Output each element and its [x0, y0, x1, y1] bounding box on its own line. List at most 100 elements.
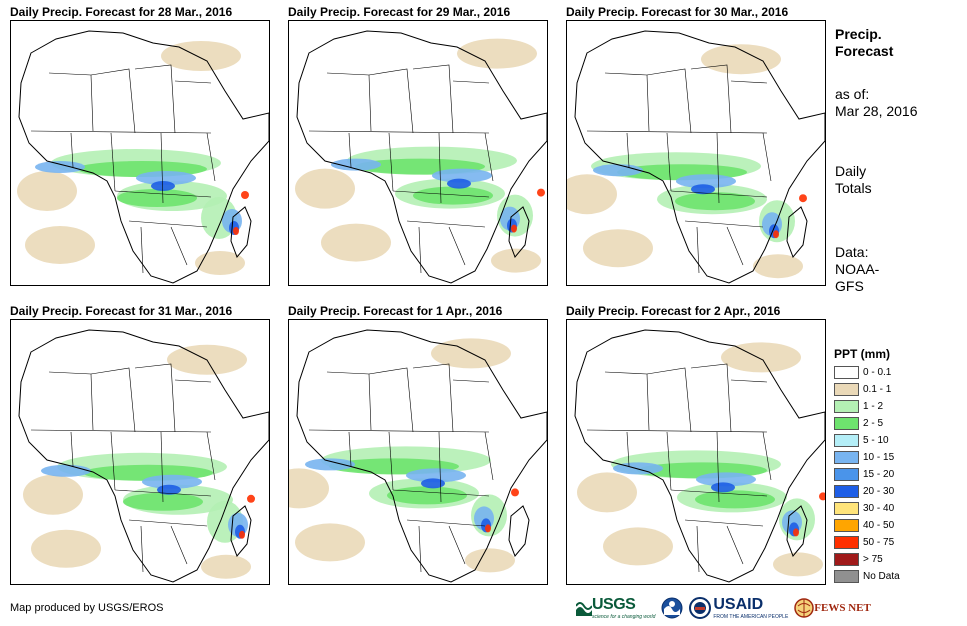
country-border: [140, 525, 144, 573]
totals-line-1: Daily: [835, 163, 867, 179]
precip-area: [491, 248, 541, 273]
precip-area: [773, 552, 823, 577]
legend-title: PPT (mm): [834, 347, 891, 361]
country-border: [626, 132, 630, 168]
usaid-tagline: FROM THE AMERICAN PEOPLE: [713, 614, 789, 620]
country-border: [448, 226, 466, 266]
country-border: [452, 379, 490, 383]
country-border: [128, 519, 208, 527]
country-border: [174, 379, 212, 383]
usgs-logo: USGS science for a changing world: [576, 596, 655, 620]
legend-swatch: [834, 400, 859, 413]
country-border: [684, 519, 764, 527]
country-border: [604, 371, 650, 431]
country-border: [134, 64, 176, 134]
madagascar-coastline: [786, 206, 808, 258]
country-border: [626, 431, 630, 467]
legend-item: 2 - 5: [834, 415, 934, 432]
africa-coastline: [296, 329, 547, 583]
country-border: [762, 431, 772, 481]
precip-area: [721, 342, 801, 373]
precip-area: [387, 486, 467, 505]
country-border: [418, 226, 422, 274]
legend-swatch: [834, 536, 859, 549]
forecast-panel-mar-28: Daily Precip. Forecast for 28 Mar., 2016: [10, 4, 270, 286]
sidebar-title: Precip. Forecast: [835, 26, 893, 60]
legend-swatch: [834, 570, 859, 583]
country-border: [70, 132, 74, 168]
country-border: [452, 80, 490, 84]
country-border: [448, 525, 466, 565]
precip-area: [676, 174, 736, 189]
precip-area: [753, 254, 803, 279]
country-border: [684, 220, 764, 228]
country-border: [30, 429, 212, 433]
country-border: [160, 132, 164, 204]
country-border: [666, 132, 672, 192]
country-border: [70, 431, 74, 467]
country-border: [730, 379, 768, 383]
country-border: [174, 80, 212, 84]
country-border: [484, 132, 494, 182]
precip-area: [23, 474, 83, 515]
country-border: [128, 220, 208, 228]
precip-area: [117, 189, 197, 207]
precip-area: [711, 482, 735, 493]
precip-area: [593, 164, 643, 177]
data-line-1: Data:: [835, 244, 869, 260]
country-border: [30, 130, 212, 134]
legend-label: 2 - 5: [863, 418, 884, 429]
legend-label: 10 - 15: [863, 452, 895, 463]
country-border: [348, 132, 352, 168]
country-border: [690, 363, 732, 433]
country-border: [170, 525, 188, 565]
forecast-panel-mar-31: Daily Precip. Forecast for 31 Mar., 2016: [10, 303, 270, 585]
precip-area: [691, 184, 715, 195]
legend-swatch: [834, 417, 859, 430]
panel-title: Daily Precip. Forecast for 31 Mar., 2016: [10, 304, 233, 318]
precip-area: [151, 181, 175, 191]
africa-coastline: [296, 30, 547, 284]
country-border: [90, 68, 136, 134]
legend-label: 1 - 2: [863, 401, 884, 412]
usaid-seal-icon: [689, 597, 712, 619]
legend-swatch: [834, 502, 859, 515]
country-border: [368, 367, 414, 433]
legend-item: 0.1 - 1: [834, 381, 934, 398]
partner-logos: USGS science for a changing world USAID …: [576, 594, 877, 622]
precip-legend: PPT (mm) 0 - 0.1 0.1 - 1 1 - 2 2 - 5 5 -…: [834, 346, 934, 585]
precip-area: [295, 523, 365, 562]
country-border: [140, 226, 144, 274]
country-border: [114, 489, 212, 497]
legend-swatch: [834, 485, 859, 498]
country-border: [646, 68, 692, 134]
country-border: [696, 525, 700, 573]
precip-area: [567, 174, 617, 215]
africa-coastline: [18, 329, 269, 583]
country-border: [730, 80, 768, 84]
precip-area: [447, 178, 471, 189]
country-border: [134, 363, 176, 433]
map-canvas: [289, 329, 547, 583]
precip-area: [511, 224, 517, 233]
precip-area: [241, 191, 249, 199]
legend-label: 0.1 - 1: [863, 384, 892, 395]
precip-area: [511, 488, 519, 497]
precip-area: [406, 468, 466, 483]
precip-area: [305, 458, 355, 471]
country-border: [392, 489, 490, 497]
precip-area: [413, 186, 493, 205]
africa-precip-map: [566, 20, 826, 286]
precip-area: [696, 472, 756, 487]
legend-item: 40 - 50: [834, 517, 934, 534]
fews-wordmark: FEWS NET: [814, 602, 871, 614]
country-border: [438, 132, 442, 204]
country-border: [392, 190, 490, 198]
fews-globe-icon: [794, 598, 815, 618]
country-border: [326, 72, 372, 132]
map-canvas: [567, 30, 825, 284]
as-of-label: as of:: [835, 86, 870, 102]
legend-item: 30 - 40: [834, 500, 934, 517]
legend-label: 50 - 75: [863, 537, 895, 548]
totals-line-2: Totals: [835, 180, 872, 196]
